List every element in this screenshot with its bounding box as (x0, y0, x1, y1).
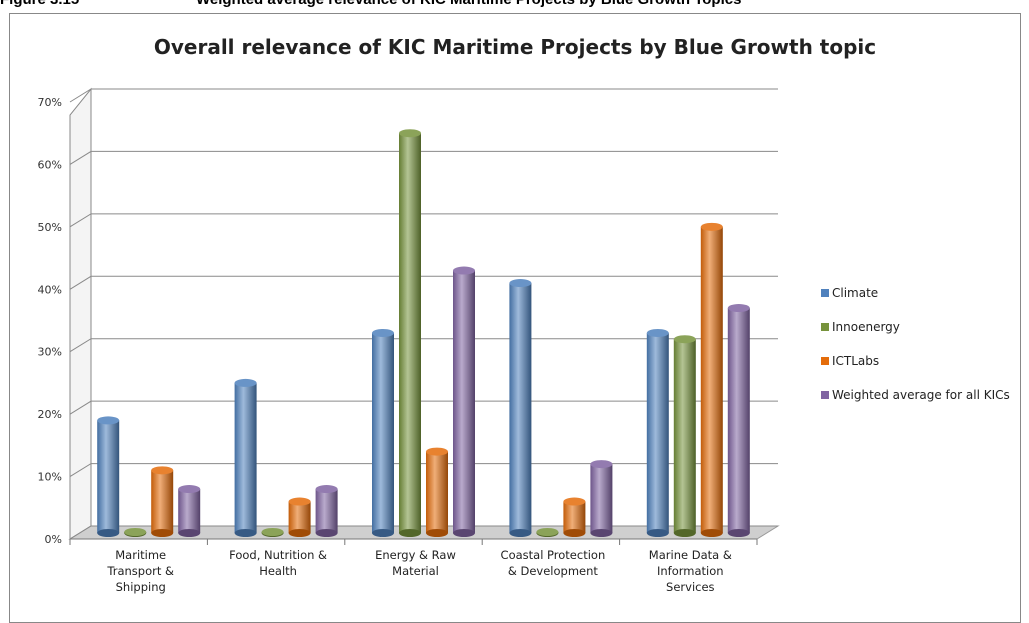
y-tick-label: 0% (45, 533, 62, 546)
legend-swatch (821, 357, 829, 365)
figure-label: Figure 3.15 (0, 0, 79, 8)
legend-label: ICTLabs (832, 354, 880, 368)
x-tick-label: Maritime Transport & Shipping (106, 548, 174, 594)
gridline (69, 400, 778, 415)
y-tick-label: 10% (38, 471, 62, 484)
bar (288, 497, 311, 537)
gridline (69, 88, 778, 103)
bar (673, 335, 696, 537)
bar (372, 328, 394, 537)
bar (700, 222, 723, 537)
bar (426, 447, 448, 537)
y-tick-label: 50% (38, 221, 62, 234)
bar (151, 466, 174, 537)
back-wall-side (69, 87, 92, 540)
y-tick-label: 40% (38, 283, 62, 296)
bar (234, 378, 257, 537)
y-tick-label: 60% (38, 158, 62, 171)
gridline (69, 338, 778, 353)
y-tick-label: 30% (38, 346, 62, 359)
x-tick-label: Energy & Raw Material (375, 548, 456, 578)
y-tick-label: 70% (38, 96, 62, 109)
bar (590, 460, 613, 537)
gridline (69, 213, 778, 228)
x-tick-label: Marine Data & Information Services (649, 548, 732, 594)
bar (453, 266, 475, 537)
bar (509, 279, 532, 537)
x-tick-label: Coastal Protection & Development (501, 548, 606, 578)
figure-caption-text: Weighted average relevance of KIC Mariti… (196, 0, 741, 8)
bar (646, 328, 669, 537)
legend-label: Weighted average for all KICs (832, 388, 1010, 402)
bar (261, 528, 284, 537)
bar (563, 497, 586, 537)
legend-swatch (821, 391, 829, 399)
bar (178, 485, 201, 537)
bar (315, 485, 338, 537)
bar (97, 416, 120, 537)
chart-floor (68, 525, 780, 540)
legend-label: Innoenergy (832, 320, 900, 334)
x-tick-label: Food, Nutrition & Health (229, 548, 327, 578)
bar (536, 528, 559, 537)
gridline (69, 463, 778, 477)
legend-swatch (821, 323, 829, 331)
gridline (69, 525, 778, 540)
bar (399, 129, 421, 537)
bar (124, 528, 147, 537)
y-tick-label: 20% (38, 408, 62, 421)
legend-label: Climate (832, 286, 879, 300)
figure-caption: Figure 3.15 Weighted average relevance o… (0, 0, 1029, 13)
bar (727, 304, 750, 537)
chart-title: Overall relevance of KIC Maritime Projec… (153, 35, 877, 59)
legend-swatch (821, 289, 829, 297)
gridline (69, 275, 778, 290)
gridline (69, 150, 778, 165)
